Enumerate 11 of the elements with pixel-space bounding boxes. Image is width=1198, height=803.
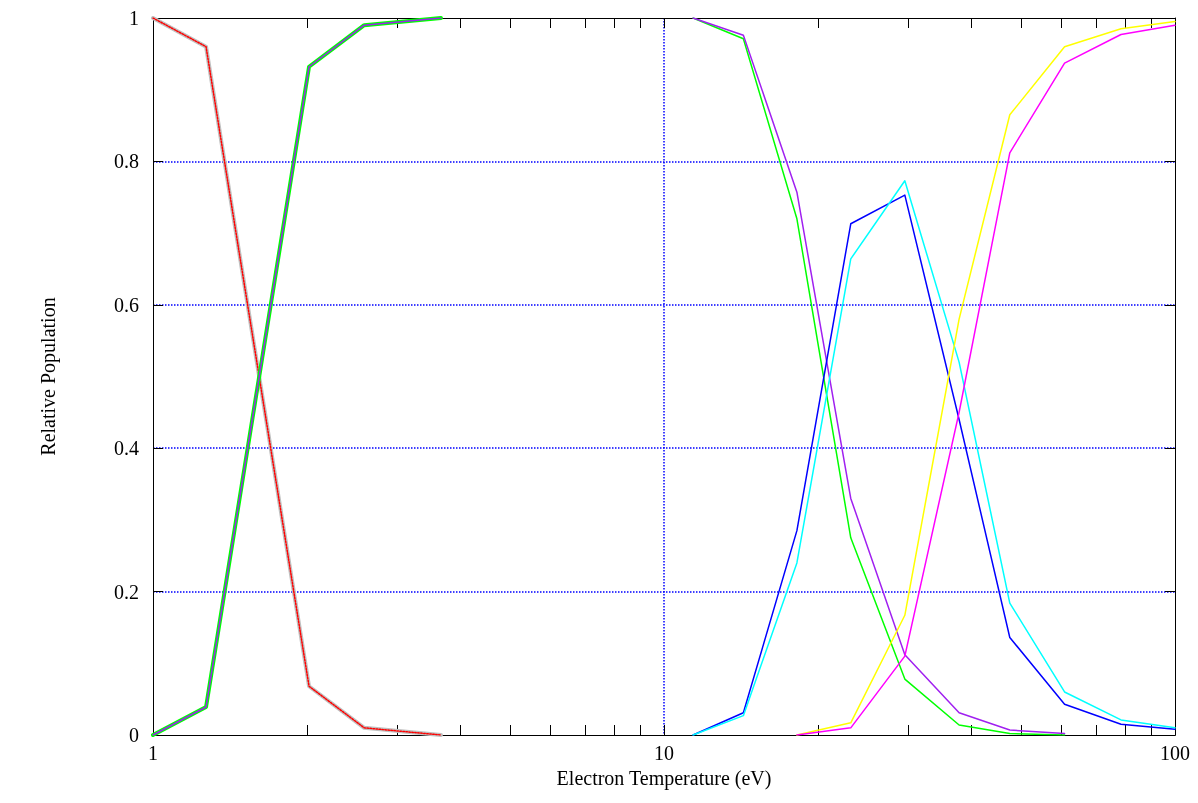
y-tick-label: 0.2 xyxy=(114,580,139,603)
y-tick-label: 0.8 xyxy=(114,150,139,173)
y-tick-label: 1 xyxy=(129,7,139,29)
y-tick-label: 0.4 xyxy=(114,437,139,460)
x-tick-label: 1 xyxy=(148,742,158,764)
x-tick-label: 10 xyxy=(654,742,674,764)
x-tick-label: 100 xyxy=(1160,742,1190,764)
y-axis-title: Relative Population xyxy=(37,297,60,456)
y-tick-label: 0.6 xyxy=(114,293,139,316)
y-tick-label: 0 xyxy=(129,724,139,746)
x-axis-title: Electron Temperature (eV) xyxy=(556,766,772,790)
